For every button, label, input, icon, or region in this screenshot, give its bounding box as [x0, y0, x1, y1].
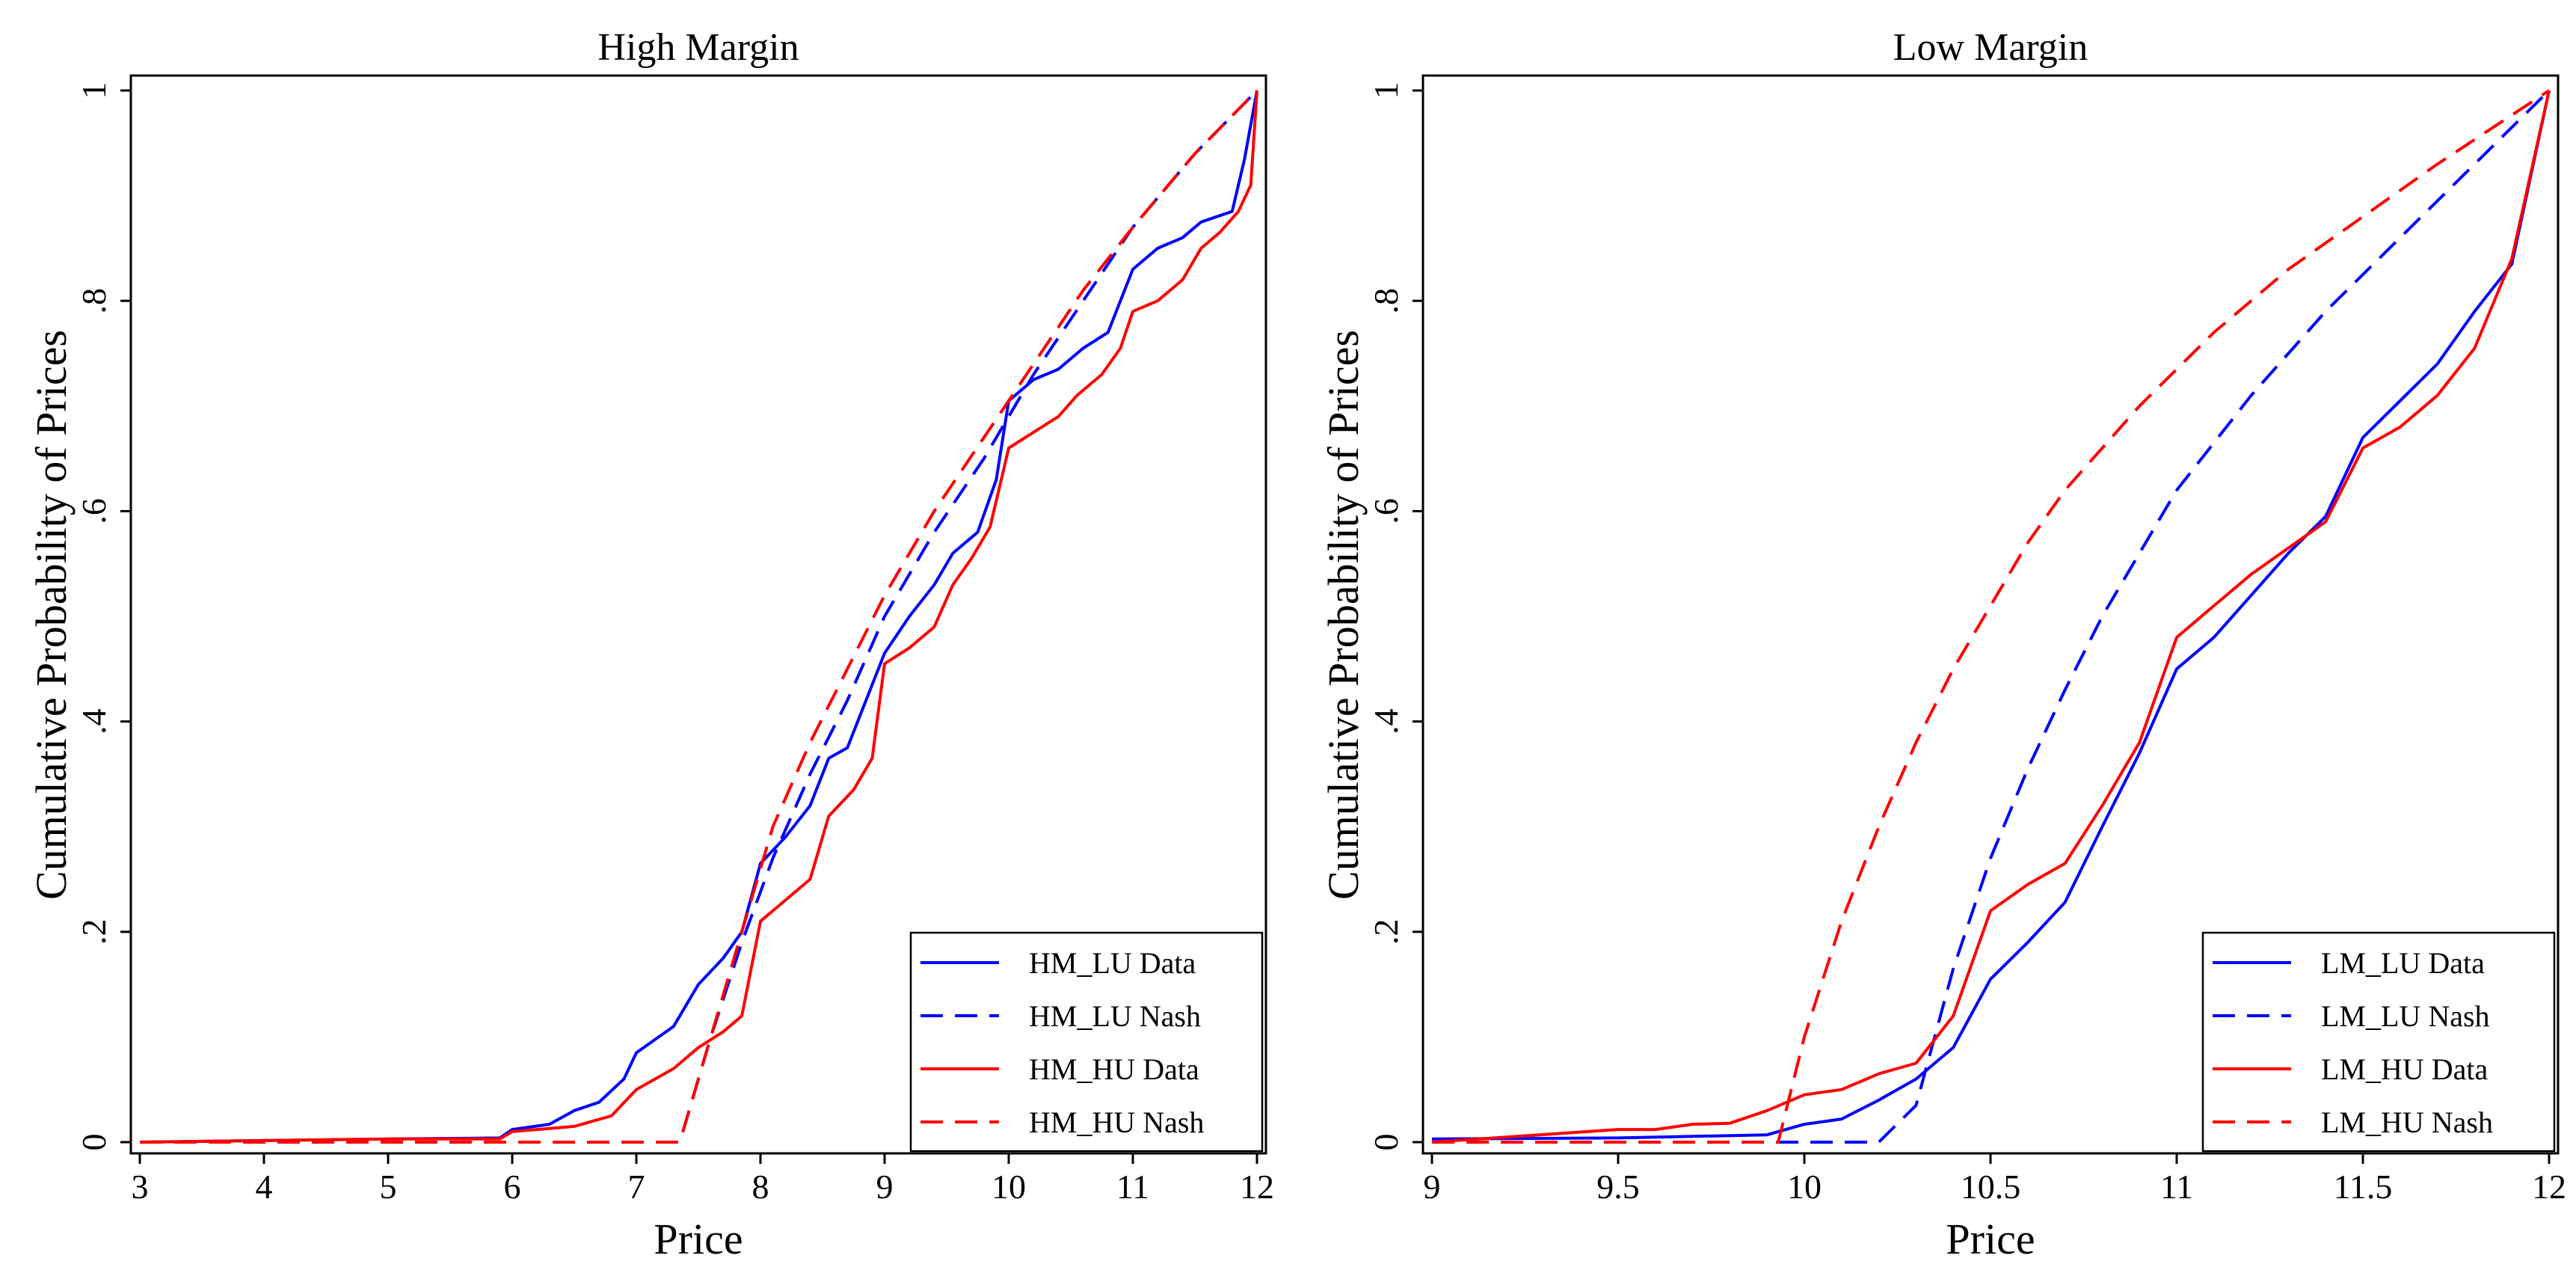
panel-title-low-margin: Low Margin — [1893, 26, 2088, 69]
y-axis-title-low-margin: Cumulative Probability of Prices — [1319, 330, 1368, 900]
x-tick-label-low-margin-6: 12 — [2532, 1168, 2566, 1206]
panel-high-margin: High Margin Price Cumulative Probability… — [27, 26, 1274, 1263]
legend-high-margin: HM_LU Data HM_LU Nash HM_HU Data HM_HU Nash — [909, 931, 1264, 1153]
x-tick-label-high-margin-6: 9 — [876, 1168, 894, 1206]
y-tick-label-high-margin-1: .2 — [75, 919, 113, 945]
y-tick-label-low-margin-5: 1 — [1367, 82, 1405, 99]
panel-low-margin: Low Margin Price Cumulative Probability … — [1319, 26, 2566, 1263]
y-tick-label-high-margin-3: .6 — [75, 498, 113, 524]
legend-label-hm-hu-data: HM_HU Data — [1029, 1052, 1199, 1086]
legend-label-lm-lu-nash: LM_LU Nash — [2321, 999, 2490, 1033]
legend-label-lm-lu-data: LM_LU Data — [2321, 946, 2485, 980]
legend-label-lm-hu-nash: LM_HU Nash — [2321, 1105, 2493, 1139]
series-line-hm-lu-data — [139, 90, 1258, 1144]
series-line-lm-lu-data — [1431, 90, 2551, 1141]
series-lines-high-margin — [139, 89, 1258, 1144]
legend-low-margin: LM_LU Data LM_LU Nash LM_HU Data LM_HU Nash — [2201, 931, 2556, 1153]
series-line-lm-hu-nash — [1432, 89, 2551, 1144]
x-tick-label-high-margin-8: 11 — [1116, 1168, 1149, 1206]
x-tick-label-high-margin-9: 12 — [1240, 1168, 1274, 1206]
series-line-hm-lu-nash — [140, 89, 1258, 1144]
y-tick-label-high-margin-4: .8 — [75, 288, 113, 314]
y-tick-label-low-margin-4: .8 — [1367, 288, 1405, 314]
x-tick-label-low-margin-0: 9 — [1424, 1168, 1441, 1206]
series-lines-low-margin — [1431, 89, 2551, 1144]
x-tick-label-high-margin-2: 5 — [380, 1168, 397, 1206]
x-tick-label-low-margin-4: 11 — [2160, 1168, 2193, 1206]
series-line-lm-hu-data — [1431, 90, 2551, 1144]
x-tick-label-high-margin-0: 3 — [132, 1168, 149, 1206]
x-tick-label-low-margin-1: 9.5 — [1596, 1168, 1640, 1206]
tick-marks-high-margin: 3 4 5 6 7 8 9 10 11 12 0 .2 .4 .6 .8 1 — [75, 82, 1274, 1206]
legend-box-high-margin — [909, 931, 1264, 1153]
x-tick-label-high-margin-7: 10 — [992, 1168, 1026, 1206]
series-line-lm-lu-nash — [1432, 89, 2551, 1144]
plot-frame-low-margin — [1421, 74, 2560, 1155]
series-line-hm-hu-data — [139, 90, 1258, 1144]
y-axis-title-high-margin: Cumulative Probability of Prices — [27, 330, 76, 900]
x-tick-label-high-margin-3: 6 — [504, 1168, 521, 1206]
y-tick-label-high-margin-5: 1 — [75, 82, 113, 99]
legend-label-hm-lu-data: HM_LU Data — [1029, 946, 1196, 980]
x-tick-label-low-margin-2: 10 — [1787, 1168, 1822, 1206]
y-tick-label-low-margin-1: .2 — [1367, 919, 1405, 945]
x-axis-title-high-margin: Price — [654, 1215, 743, 1263]
panel-title-high-margin: High Margin — [597, 26, 799, 69]
y-tick-label-low-margin-3: .6 — [1367, 498, 1405, 524]
y-tick-label-low-margin-2: .4 — [1367, 708, 1405, 735]
y-tick-label-high-margin-0: 0 — [75, 1134, 113, 1151]
x-tick-label-low-margin-3: 10.5 — [1961, 1168, 2021, 1206]
x-tick-label-low-margin-5: 11.5 — [2334, 1168, 2393, 1206]
legend-label-lm-hu-data: LM_HU Data — [2321, 1052, 2489, 1086]
x-tick-label-high-margin-4: 7 — [628, 1168, 645, 1206]
legend-box-low-margin — [2201, 931, 2556, 1153]
x-tick-label-high-margin-1: 4 — [256, 1168, 273, 1206]
y-tick-label-high-margin-2: .4 — [75, 708, 113, 735]
tick-marks-low-margin: 9 9.5 10 10.5 11 11.5 12 0 .2 .4 .6 .8 1 — [1367, 82, 2566, 1206]
legend-label-hm-lu-nash: HM_LU Nash — [1029, 999, 1201, 1033]
y-tick-label-low-margin-0: 0 — [1367, 1134, 1405, 1151]
x-tick-label-high-margin-5: 8 — [752, 1168, 769, 1206]
legend-label-hm-hu-nash: HM_HU Nash — [1029, 1105, 1204, 1139]
x-axis-title-low-margin: Price — [1946, 1215, 2035, 1263]
plot-frame-high-margin — [129, 74, 1267, 1155]
